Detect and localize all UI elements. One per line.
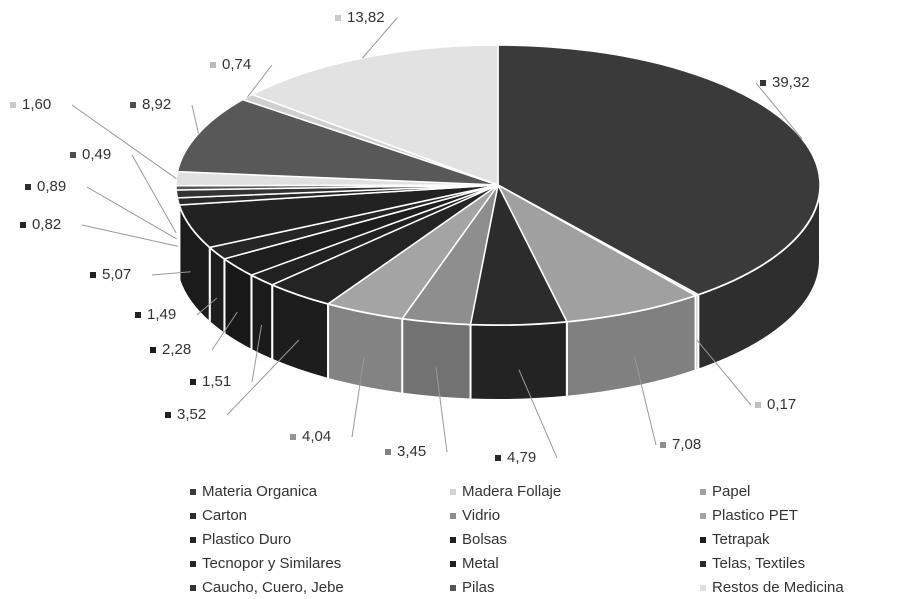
legend-label: Tetrapak (712, 531, 770, 548)
leader-line (131, 154, 177, 234)
data-label: 0,89 (37, 178, 66, 195)
slice (250, 44, 499, 187)
label-bullet (660, 442, 666, 448)
label-bullet (20, 222, 26, 228)
legend-swatch (190, 537, 196, 543)
label-bullet (10, 102, 16, 108)
leader-line (151, 271, 191, 276)
data-label: 8,92 (142, 96, 171, 113)
leader-line (191, 104, 199, 134)
leader-line (696, 339, 752, 406)
label-bullet (70, 152, 76, 158)
label-bullet (760, 80, 766, 86)
data-label: 1,51 (202, 373, 231, 390)
legend-label: Plastico PET (712, 507, 798, 524)
data-label: 1,60 (22, 96, 51, 113)
label-bullet (755, 402, 761, 408)
legend-label: Madera Follaje (462, 483, 561, 500)
label-bullet (495, 455, 501, 461)
legend-label: Tecnopor y Similares (202, 555, 341, 572)
label-bullet (190, 379, 196, 385)
legend-label: Bolsas (462, 531, 507, 548)
data-label: 0,74 (222, 56, 251, 73)
slice (176, 98, 499, 186)
data-label: 7,08 (672, 436, 701, 453)
legend-label: Metal (462, 555, 499, 572)
data-label: 5,07 (102, 266, 131, 283)
slice (496, 183, 698, 323)
data-label: 1,49 (147, 306, 176, 323)
legend-label: Restos de Medicina (712, 579, 844, 596)
leader-line (211, 311, 238, 351)
legend-swatch (700, 537, 706, 543)
legend-swatch (700, 561, 706, 567)
leader-line (435, 367, 448, 453)
label-bullet (90, 272, 96, 278)
data-label: 2,28 (162, 341, 191, 358)
legend-swatch (450, 561, 456, 567)
data-label: 3,52 (177, 406, 206, 423)
legend-swatch (450, 585, 456, 591)
data-label: 0,49 (82, 146, 111, 163)
leader-line (226, 339, 300, 416)
label-bullet (165, 412, 171, 418)
leader-line (362, 17, 398, 59)
legend-swatch (700, 489, 706, 495)
leader-line (634, 356, 657, 446)
label-bullet (130, 102, 136, 108)
leader-line (251, 324, 263, 383)
legend-label: Caucho, Cuero, Jebe (202, 579, 344, 596)
slice-side (208, 245, 226, 336)
label-bullet (25, 184, 31, 190)
label-bullet (210, 62, 216, 68)
legend-label: Pilas (462, 579, 495, 596)
leader-line (86, 186, 177, 240)
legend-swatch (190, 561, 196, 567)
legend-swatch (700, 513, 706, 519)
leader-line (71, 104, 177, 180)
leader-line (755, 82, 803, 140)
slice-side (250, 273, 274, 362)
label-bullet (290, 434, 296, 440)
data-label: 3,45 (397, 443, 426, 460)
data-label: 4,04 (302, 428, 331, 445)
data-label: 13,82 (347, 9, 385, 26)
legend-label: Papel (712, 483, 750, 500)
legend-swatch (700, 585, 706, 591)
legend-label: Materia Organica (202, 483, 318, 500)
data-label: 4,79 (507, 449, 536, 466)
data-label: 39,32 (772, 74, 810, 91)
legend-label: Telas, Textiles (712, 555, 805, 572)
slice-side (401, 317, 472, 401)
legend-swatch (190, 585, 196, 591)
slice-side (469, 320, 568, 401)
label-bullet (135, 312, 141, 318)
label-bullet (335, 15, 341, 21)
label-bullet (150, 347, 156, 353)
legend-swatch (450, 489, 456, 495)
legend-swatch (190, 513, 196, 519)
legend-label: Carton (202, 507, 247, 524)
leader-line (196, 297, 218, 316)
legend-label: Vidrio (462, 507, 500, 524)
leader-line (81, 224, 179, 247)
legend-label: Plastico Duro (202, 531, 291, 548)
legend-swatch (450, 513, 456, 519)
data-label: 0,17 (767, 396, 796, 413)
leader-line (247, 64, 273, 98)
data-label: 0,82 (32, 216, 61, 233)
leader-line (351, 357, 365, 438)
legend-swatch (450, 537, 456, 543)
legend-swatch (190, 489, 196, 495)
leader-line (518, 369, 558, 459)
label-bullet (385, 449, 391, 455)
